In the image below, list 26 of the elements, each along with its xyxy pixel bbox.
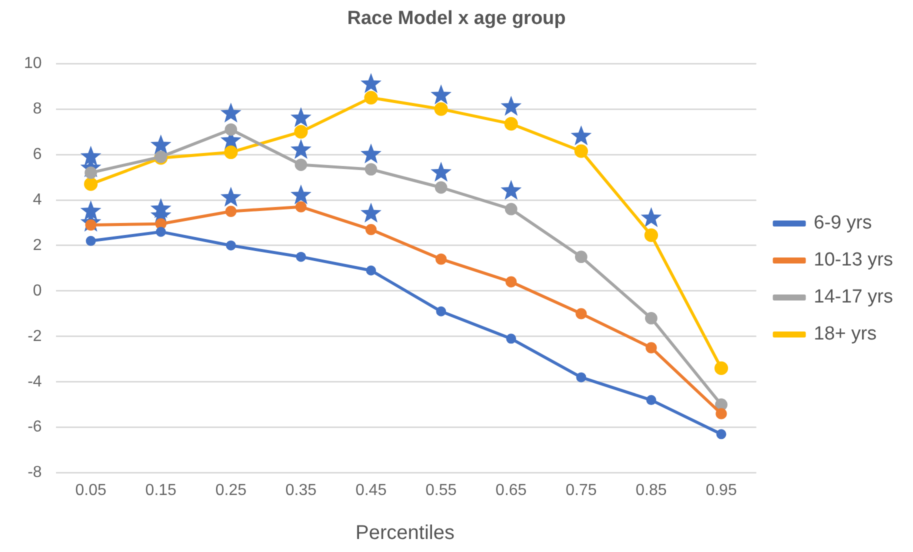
x-tick-label: 0.95 <box>706 482 737 499</box>
y-tick-label: -6 <box>28 418 42 436</box>
x-tick-label: 0.15 <box>145 482 177 499</box>
x-tick-label: 0.65 <box>496 482 527 499</box>
legend-label: 14-17 yrs <box>814 286 893 308</box>
x-axis-title: Percentiles <box>354 522 456 545</box>
x-tick-label: 0.45 <box>355 482 387 499</box>
x-tick-label: 0.75 <box>566 482 597 499</box>
chart-title: Race Model x age group <box>346 8 567 30</box>
x-tick-label: 0.85 <box>636 482 667 499</box>
legend-label: 10-13 yrs <box>814 250 893 271</box>
y-tick-label: 6 <box>32 146 42 163</box>
y-tick-label: -4 <box>28 373 42 390</box>
y-tick-label: -2 <box>28 328 42 345</box>
y-tick-label: 0 <box>32 282 42 300</box>
y-tick-label: 2 <box>32 236 42 254</box>
x-tick-label: 0.55 <box>426 482 457 499</box>
legend-label: 18+ yrs <box>814 324 877 345</box>
x-tick-label: 0.25 <box>215 482 247 499</box>
x-tick-label: 0.35 <box>285 482 317 499</box>
y-tick-label: 8 <box>32 100 42 118</box>
y-tick-label: -8 <box>28 464 42 482</box>
legend-label: 6-9 yrs <box>814 212 872 234</box>
y-tick-label: 10 <box>24 55 42 72</box>
y-tick-label: 4 <box>32 191 42 208</box>
x-tick-label: 0.05 <box>75 482 106 499</box>
